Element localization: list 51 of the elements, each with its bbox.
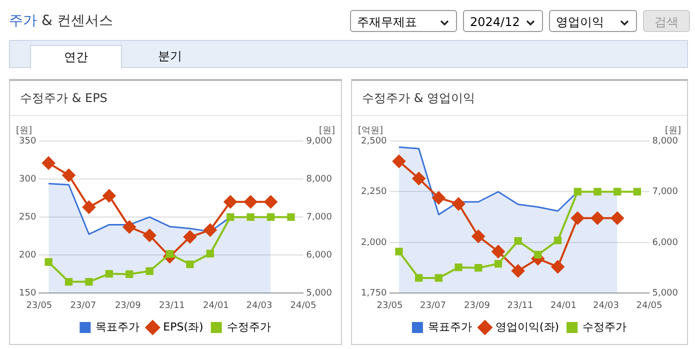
text: 검색: [643, 10, 690, 32]
x-tick-label: 23/09: [114, 300, 142, 311]
x-tick-label: 23/05: [26, 300, 52, 311]
text: 주가 & 컨센서스: [9, 12, 113, 30]
chart-title: 수정주가 & 영업이익: [362, 90, 475, 107]
y-tick-label: 2,000: [361, 238, 388, 248]
legend-label: EPS(좌): [163, 320, 204, 334]
y2-axis-title: [원]: [664, 126, 681, 136]
text: 분기: [157, 48, 183, 65]
legend-label: 수정주가: [226, 320, 271, 334]
y-tick-label: 2,500: [361, 136, 388, 146]
text: 2024/12: [463, 10, 543, 32]
y2-tick-label: 6,000: [652, 238, 678, 248]
y-tick-label: 2,250: [361, 187, 388, 198]
x-tick-label: 23/07: [420, 300, 446, 311]
y2-tick-label: 7,000: [306, 212, 332, 222]
legend-label: 수정주가: [582, 320, 627, 334]
x-tick-label: 24/01: [202, 300, 229, 311]
y-axis-title: [원]: [16, 126, 32, 136]
chart-title: 수정주가 & EPS: [20, 90, 108, 107]
y-tick-label: 150: [18, 288, 36, 299]
y-tick-label: 300: [18, 174, 36, 184]
x-tick-label: 23/09: [464, 300, 490, 311]
x-tick-label: 23/07: [70, 300, 96, 311]
y2-tick-label: 5,000: [652, 288, 678, 299]
text: 연간: [30, 45, 122, 69]
x-tick-label: 23/05: [376, 300, 403, 311]
y2-tick-label: 8,000: [306, 174, 332, 184]
text: 영업이익: [549, 10, 637, 32]
y2-tick-label: 7,000: [652, 187, 678, 198]
y-tick-label: 1,750: [361, 288, 388, 299]
x-tick-label: 23/11: [158, 300, 185, 311]
x-tick-label: 24/03: [246, 300, 272, 311]
legend-label: 목표주가: [96, 320, 140, 334]
y2-tick-label: 8,000: [652, 136, 678, 146]
x-tick-label: 24/05: [290, 300, 316, 311]
y-tick-label: 250: [18, 212, 36, 222]
x-tick-label: 24/01: [550, 300, 576, 311]
legend-label: 목표주가: [428, 320, 472, 334]
legend-label: 영업이익(좌): [495, 320, 560, 334]
y2-tick-label: 5,000: [306, 288, 332, 299]
y-tick-label: 350: [18, 136, 36, 146]
y2-axis-title: [원]: [318, 126, 335, 136]
y-axis-title: [억원]: [358, 126, 384, 136]
y2-tick-label: 9,000: [306, 136, 332, 146]
y2-tick-label: 6,000: [306, 250, 332, 260]
x-tick-label: 24/05: [636, 300, 662, 311]
x-tick-label: 24/03: [593, 300, 619, 311]
text: 주재무제표: [350, 10, 457, 32]
y-tick-label: 200: [18, 250, 36, 260]
x-tick-label: 23/11: [507, 300, 534, 311]
